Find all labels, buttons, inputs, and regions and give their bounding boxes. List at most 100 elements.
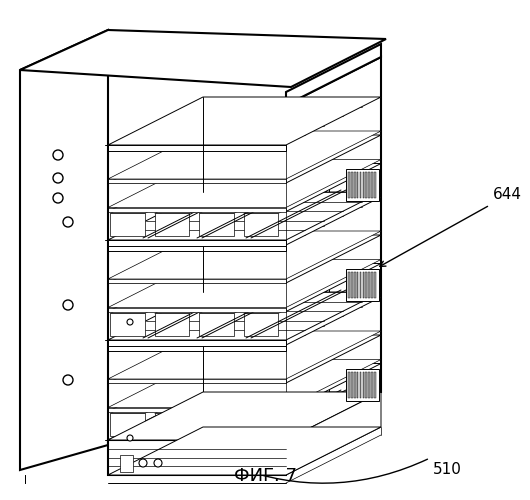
Polygon shape <box>315 276 320 299</box>
Polygon shape <box>244 166 373 214</box>
Polygon shape <box>363 272 364 297</box>
Polygon shape <box>298 376 303 400</box>
Polygon shape <box>110 166 240 214</box>
Polygon shape <box>261 170 329 204</box>
Polygon shape <box>110 266 240 314</box>
Polygon shape <box>346 368 379 400</box>
Polygon shape <box>287 276 291 299</box>
Polygon shape <box>108 135 381 183</box>
Polygon shape <box>264 276 269 299</box>
Polygon shape <box>244 266 373 314</box>
Polygon shape <box>110 366 240 414</box>
Polygon shape <box>108 260 381 308</box>
Polygon shape <box>225 376 229 400</box>
Polygon shape <box>199 366 329 414</box>
Polygon shape <box>310 276 314 299</box>
Polygon shape <box>108 427 381 475</box>
Polygon shape <box>270 376 274 400</box>
Polygon shape <box>108 164 381 212</box>
Polygon shape <box>244 314 278 336</box>
Polygon shape <box>368 272 370 297</box>
Polygon shape <box>298 276 303 299</box>
Polygon shape <box>346 168 379 200</box>
Polygon shape <box>231 376 235 400</box>
Polygon shape <box>186 176 190 200</box>
Polygon shape <box>108 160 381 208</box>
Polygon shape <box>348 172 350 198</box>
Polygon shape <box>202 176 207 200</box>
Polygon shape <box>374 372 376 398</box>
Polygon shape <box>108 279 286 283</box>
Polygon shape <box>20 30 108 470</box>
Polygon shape <box>108 297 381 345</box>
Polygon shape <box>261 270 329 304</box>
Polygon shape <box>304 376 308 400</box>
Polygon shape <box>359 372 361 398</box>
Circle shape <box>139 459 147 467</box>
Polygon shape <box>108 145 286 151</box>
Polygon shape <box>108 440 286 446</box>
Polygon shape <box>108 360 381 408</box>
Polygon shape <box>276 376 280 400</box>
Polygon shape <box>208 176 212 200</box>
Polygon shape <box>263 374 326 402</box>
Polygon shape <box>174 376 178 400</box>
Polygon shape <box>346 268 379 300</box>
Polygon shape <box>368 172 370 198</box>
Polygon shape <box>108 245 286 251</box>
Polygon shape <box>174 276 178 299</box>
Polygon shape <box>321 176 325 200</box>
Polygon shape <box>315 176 320 200</box>
Polygon shape <box>219 176 224 200</box>
Polygon shape <box>348 272 350 297</box>
Text: ФИГ. 7: ФИГ. 7 <box>234 467 296 485</box>
Circle shape <box>63 217 73 227</box>
Polygon shape <box>20 30 386 87</box>
Polygon shape <box>244 414 278 436</box>
Polygon shape <box>155 266 284 314</box>
Polygon shape <box>197 176 201 200</box>
Text: 644: 644 <box>493 187 522 202</box>
Polygon shape <box>191 376 195 400</box>
Polygon shape <box>208 276 212 299</box>
Polygon shape <box>321 276 325 299</box>
Polygon shape <box>354 172 356 198</box>
Polygon shape <box>108 235 381 283</box>
Polygon shape <box>293 376 297 400</box>
Polygon shape <box>199 266 329 314</box>
Polygon shape <box>315 376 320 400</box>
Polygon shape <box>270 276 274 299</box>
Polygon shape <box>108 231 381 279</box>
Polygon shape <box>108 345 286 351</box>
Polygon shape <box>287 176 291 200</box>
Polygon shape <box>108 392 381 440</box>
Polygon shape <box>374 272 376 297</box>
Polygon shape <box>108 335 381 383</box>
Polygon shape <box>173 274 236 301</box>
Circle shape <box>53 193 63 203</box>
Polygon shape <box>293 276 297 299</box>
Polygon shape <box>264 376 269 400</box>
Polygon shape <box>261 370 329 404</box>
Polygon shape <box>199 414 234 436</box>
Polygon shape <box>108 379 286 383</box>
Polygon shape <box>108 192 381 240</box>
Polygon shape <box>110 314 145 336</box>
Polygon shape <box>365 372 367 398</box>
Polygon shape <box>170 370 238 404</box>
Polygon shape <box>270 176 274 200</box>
Polygon shape <box>108 197 381 245</box>
Polygon shape <box>357 172 358 198</box>
Polygon shape <box>371 372 373 398</box>
Polygon shape <box>186 376 190 400</box>
Circle shape <box>127 319 133 325</box>
Polygon shape <box>219 376 224 400</box>
Polygon shape <box>197 376 201 400</box>
Polygon shape <box>108 364 381 412</box>
Polygon shape <box>173 374 236 402</box>
Polygon shape <box>173 174 236 202</box>
Polygon shape <box>354 272 356 297</box>
Polygon shape <box>199 214 234 236</box>
Polygon shape <box>108 240 286 246</box>
Polygon shape <box>368 372 370 398</box>
